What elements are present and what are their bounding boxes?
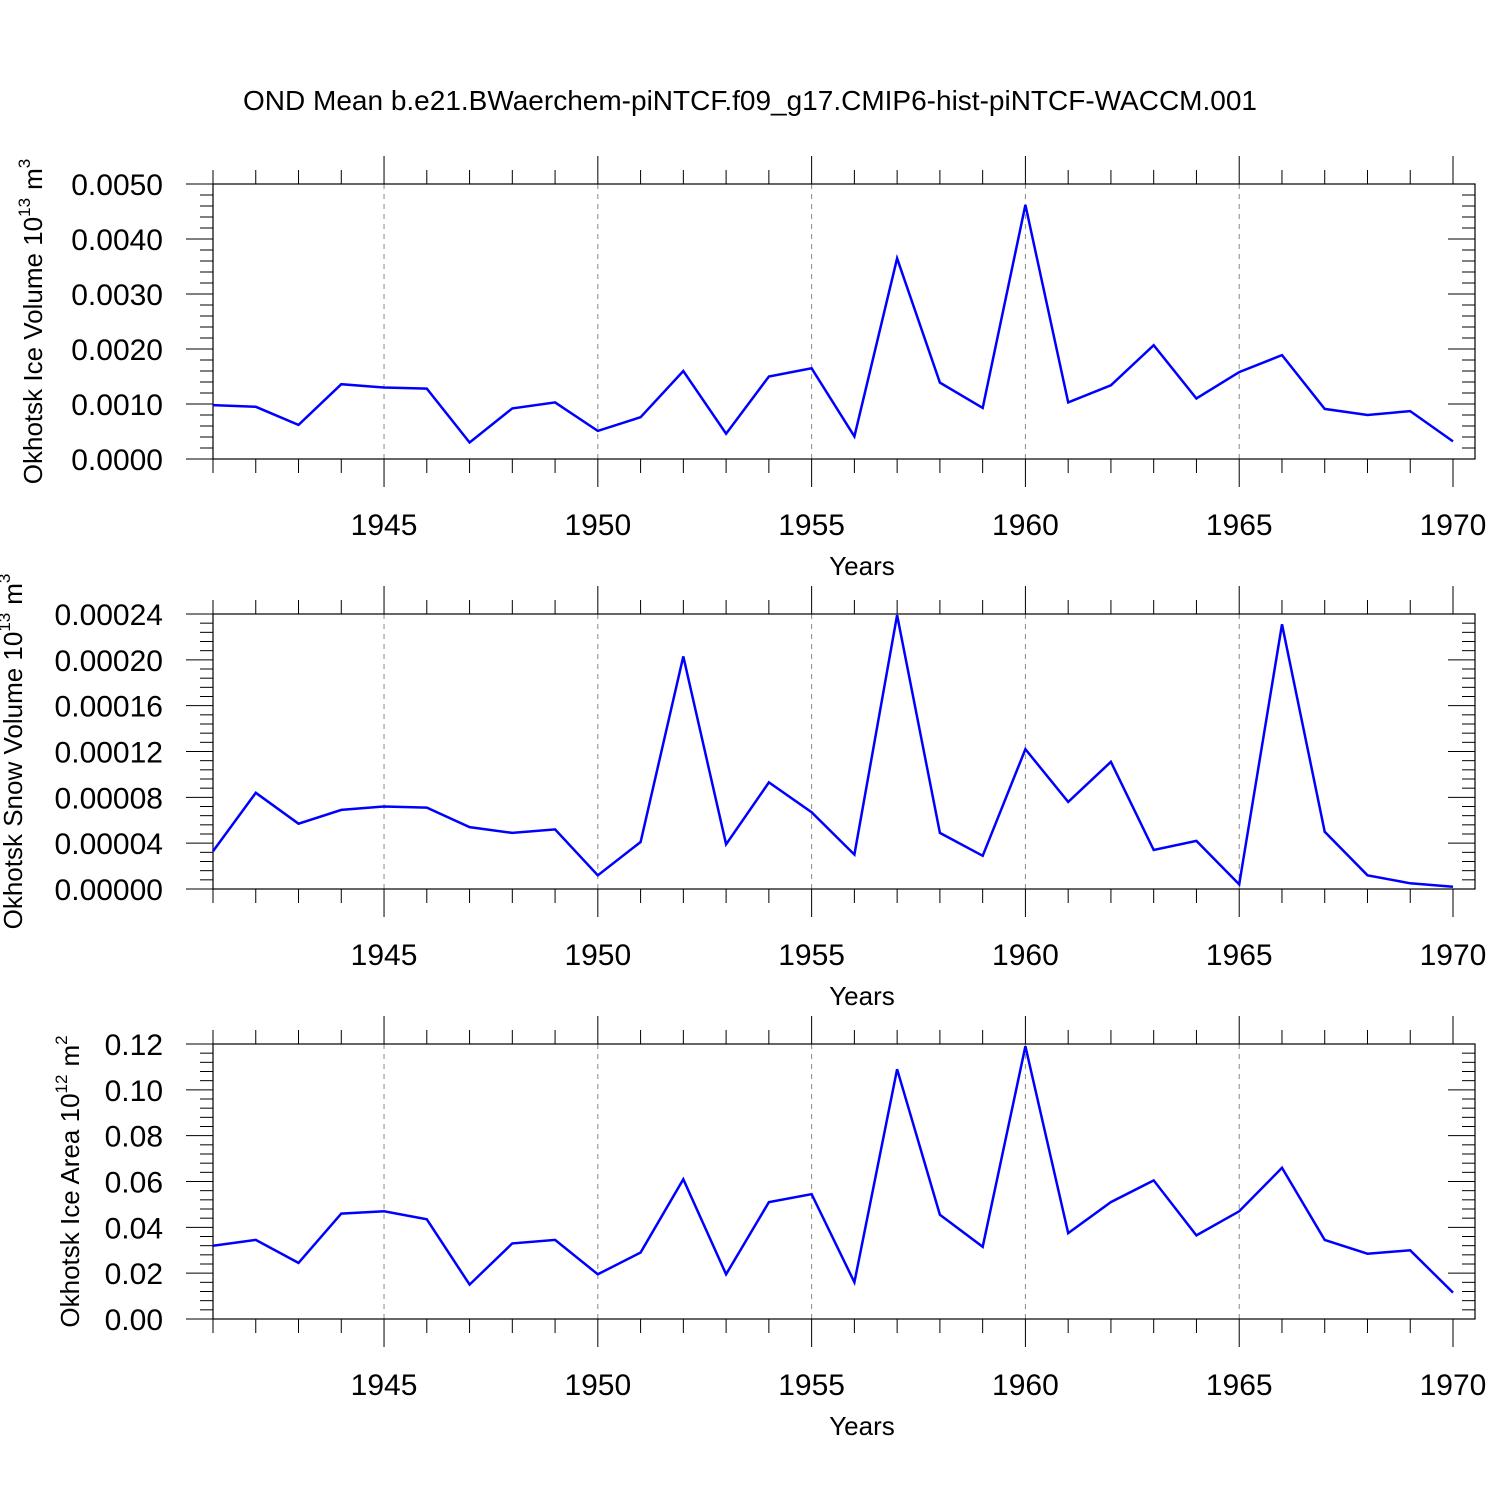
x-tick-label: 1970 — [1420, 1369, 1487, 1402]
x-tick-label: 1955 — [778, 1369, 845, 1402]
y-tick-label: 0.0010 — [71, 389, 163, 422]
x-tick-label: 1945 — [351, 1369, 418, 1402]
y-axis-label-exponent: 12 — [52, 1075, 71, 1094]
y-tick-label: 0.12 — [105, 1029, 163, 1062]
plot-frame — [212, 183, 1476, 460]
x-tick-label: 1945 — [351, 509, 418, 542]
y-axis-label-text: Okhotsk Snow Volume 10 — [0, 632, 28, 930]
y-tick-label: 0.08 — [105, 1121, 163, 1154]
y-tick-label: 0.00020 — [55, 645, 163, 678]
y-axis-label-unit-exponent: 3 — [15, 159, 34, 168]
x-tick-label: 1960 — [992, 509, 1059, 542]
y-axis-label: Okhotsk Snow Volume 1013 m3 — [0, 574, 28, 930]
y-axis-label-unit: m — [0, 583, 28, 605]
x-tick-label: 1955 — [778, 509, 845, 542]
x-tick-label: 1960 — [992, 939, 1059, 972]
y-tick-label: 0.0000 — [71, 444, 163, 477]
y-axis-label-unit-exponent: 3 — [0, 574, 14, 583]
y-tick-label: 0.00012 — [55, 737, 163, 770]
y-axis-label-text: Okhotsk Ice Area 10 — [55, 1093, 85, 1327]
y-tick-label: 0.00004 — [55, 828, 163, 861]
y-tick-label: 0.00008 — [55, 782, 163, 815]
x-tick-label: 1965 — [1206, 509, 1273, 542]
y-tick-label: 0.0030 — [71, 279, 163, 312]
y-axis-label-unit-exponent: 2 — [52, 1035, 71, 1044]
x-tick-label: 1965 — [1206, 939, 1273, 972]
chart-title: OND Mean b.e21.BWaerchem-piNTCF.f09_g17.… — [243, 85, 1257, 116]
x-axis-label: Years — [829, 1411, 895, 1441]
plot-frame — [212, 1043, 1476, 1320]
y-axis-label-unit: m — [18, 168, 48, 190]
y-tick-label: 0.02 — [105, 1258, 163, 1291]
x-tick-label: 1950 — [564, 1369, 631, 1402]
y-axis-label-exponent: 13 — [15, 198, 34, 217]
x-axis-label: Years — [829, 981, 895, 1011]
series-line — [212, 1046, 1454, 1294]
x-tick-label: 1965 — [1206, 1369, 1273, 1402]
y-tick-label: 0.0020 — [71, 334, 163, 367]
y-axis-label-exponent: 13 — [0, 613, 14, 632]
panel-2: 0.00000 0.00004 0.00008 0.00012 0.00016 0.000… — [0, 574, 1486, 1011]
y-tick-label: 0.0040 — [71, 224, 163, 257]
panel-1: 0.0000 0.0010 0.0020 0.0030 0.0040 0.0050 1945… — [15, 156, 1486, 581]
y-axis-label-unit: m — [55, 1045, 85, 1067]
x-tick-label: 1970 — [1420, 939, 1487, 972]
x-axis-label: Years — [829, 551, 895, 581]
y-axis-label: Okhotsk Ice Volume 1013 m3 — [15, 159, 48, 484]
y-tick-label: 0.00000 — [55, 874, 163, 907]
panel-3: 0.00 0.02 0.04 0.06 0.08 0.10 0.12 1945 1950 1955… — [52, 1016, 1486, 1441]
x-tick-label: 1950 — [564, 939, 631, 972]
y-tick-label: 0.10 — [105, 1075, 163, 1108]
x-tick-label: 1945 — [351, 939, 418, 972]
y-axis-label-text: Okhotsk Ice Volume 10 — [18, 217, 48, 484]
y-tick-label: 0.0050 — [71, 169, 163, 202]
x-tick-label: 1960 — [992, 1369, 1059, 1402]
series-line — [211, 614, 1454, 888]
y-tick-label: 0.06 — [105, 1167, 163, 1200]
y-tick-label: 0.00024 — [55, 599, 163, 632]
x-tick-label: 1950 — [564, 509, 631, 542]
y-axis-label: Okhotsk Ice Area 1012 m2 — [52, 1035, 85, 1327]
y-tick-label: 0.00016 — [55, 691, 163, 724]
y-tick-label: 0.04 — [105, 1212, 163, 1245]
x-tick-label: 1955 — [778, 939, 845, 972]
x-tick-label: 1970 — [1420, 509, 1487, 542]
y-tick-label: 0.00 — [105, 1304, 163, 1337]
chart-panels: 0.0000 0.0010 0.0020 0.0030 0.0040 0.0050 1945… — [0, 156, 1486, 1441]
series-line — [212, 204, 1454, 445]
plot-frame — [212, 613, 1476, 890]
